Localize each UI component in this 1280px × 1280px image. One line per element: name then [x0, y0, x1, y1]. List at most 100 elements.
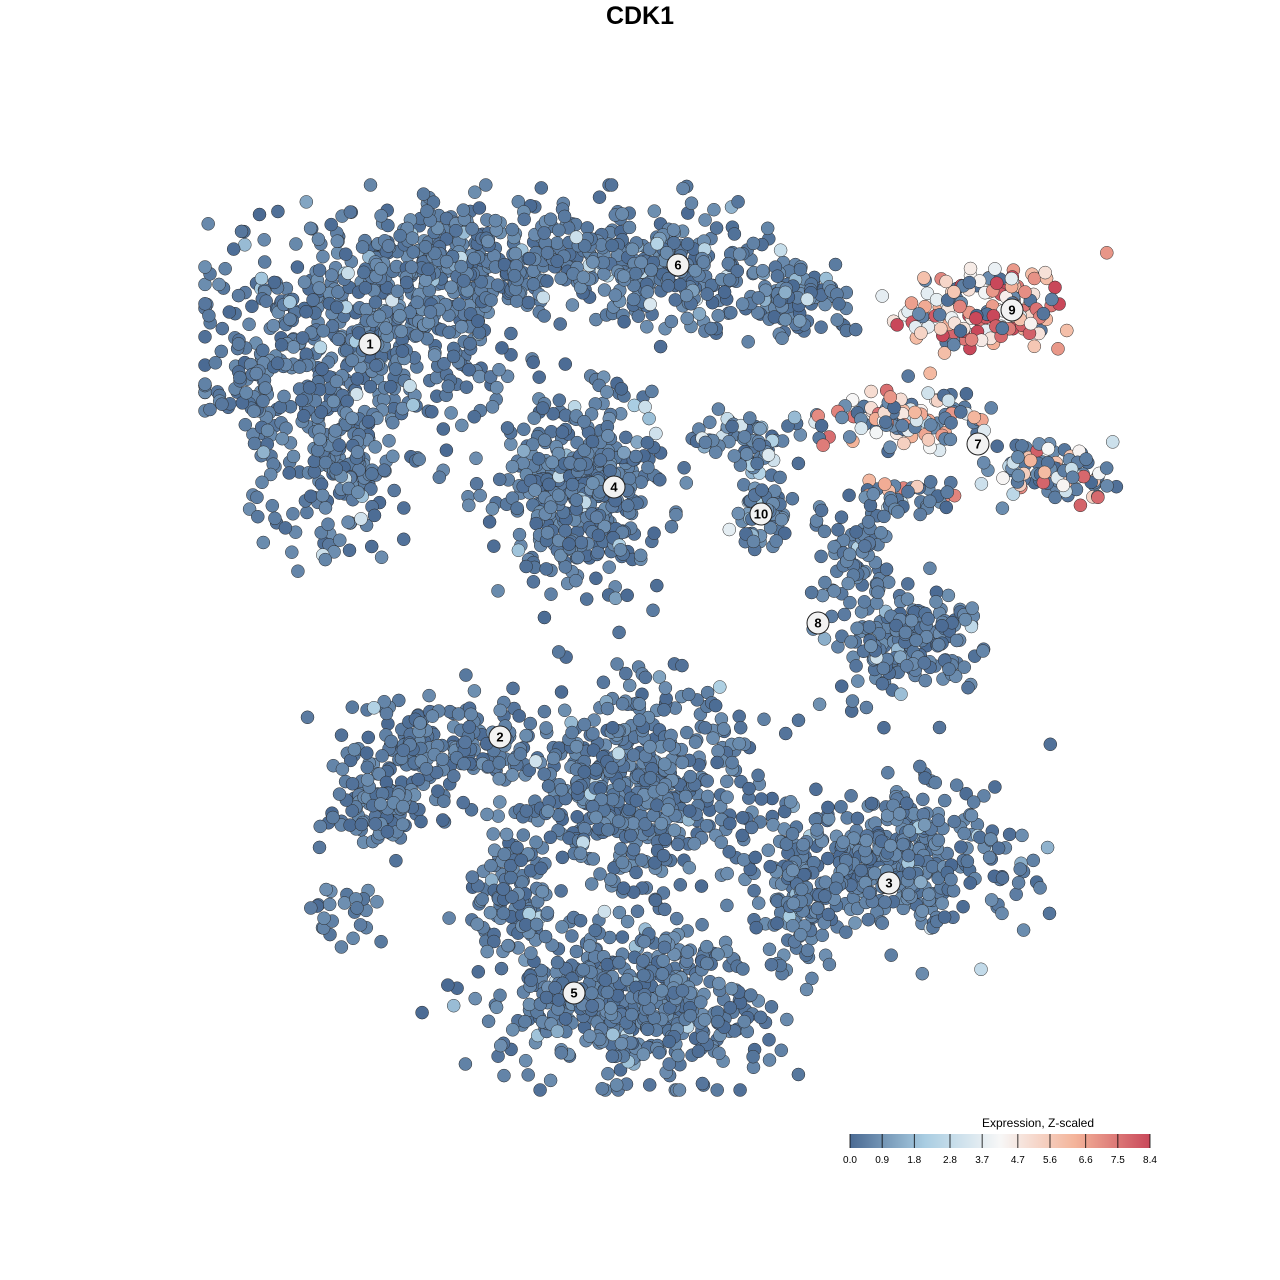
cell-point [490, 380, 504, 395]
cell-point [528, 483, 542, 497]
cell-point [495, 341, 509, 355]
cell-point [464, 707, 478, 722]
cell-point [428, 246, 442, 261]
cell-point [735, 297, 750, 311]
cell-point [615, 697, 630, 711]
cell-point [393, 309, 407, 323]
cell-point [652, 1045, 666, 1060]
cell-point [208, 356, 223, 370]
cell-point [961, 680, 975, 695]
cell-point [271, 204, 285, 219]
cell-point [472, 326, 487, 340]
cell-point [612, 778, 627, 792]
cell-point [733, 720, 748, 735]
cell-point [395, 344, 410, 358]
cell-point [908, 405, 922, 420]
cell-point [954, 405, 968, 419]
cell-point [331, 332, 346, 347]
cell-point [921, 386, 935, 400]
cell-point [761, 843, 776, 858]
cell-point [537, 704, 552, 719]
cell-point [699, 819, 714, 833]
cell-point [488, 213, 503, 228]
cell-point [821, 800, 835, 815]
cell-point [957, 826, 971, 841]
cell-point [569, 493, 584, 507]
cell-point [629, 865, 643, 880]
cell-point [640, 1022, 655, 1037]
cell-point [732, 709, 746, 724]
cell-point [637, 934, 651, 949]
cell-point [862, 886, 877, 900]
cell-point [592, 190, 607, 204]
cell-point [844, 789, 858, 803]
cell-point [941, 393, 956, 408]
cell-point [924, 418, 938, 432]
cell-point [292, 360, 307, 374]
cell-point [1015, 828, 1029, 843]
cell-point [744, 820, 759, 835]
cell-point [764, 957, 779, 972]
cell-point [791, 713, 806, 728]
cell-point [370, 895, 384, 909]
cell-point [291, 564, 305, 578]
cell-point [800, 292, 815, 307]
cell-point [396, 532, 411, 547]
cell-point [830, 313, 844, 327]
cell-point [473, 488, 487, 503]
cell-point [1100, 246, 1114, 260]
cell-point [664, 519, 679, 534]
cell-point [576, 962, 591, 977]
cell-point [914, 875, 928, 889]
cell-point [610, 657, 624, 671]
cell-point [636, 1047, 651, 1062]
cell-point [901, 485, 915, 499]
cell-point [312, 840, 327, 855]
cell-point [505, 222, 519, 237]
cell-point [509, 294, 524, 308]
cell-point [962, 275, 977, 290]
cell-point [468, 185, 482, 199]
cell-point [619, 430, 633, 445]
cell-point [633, 548, 648, 563]
cell-point [573, 457, 588, 472]
cell-point [330, 234, 345, 248]
cell-point [386, 415, 400, 430]
cluster-label-7: 7 [966, 432, 990, 456]
cell-point [732, 247, 747, 261]
cell-point [558, 524, 572, 538]
cell-point [720, 790, 734, 804]
cell-point [878, 477, 892, 491]
cell-point [923, 494, 937, 509]
cell-point [456, 203, 471, 217]
cell-point [361, 730, 376, 745]
cell-point [656, 954, 670, 968]
cell-point [1073, 498, 1088, 513]
cell-point [334, 728, 349, 742]
cell-point [345, 353, 359, 368]
cell-point [396, 817, 410, 832]
cell-point [597, 904, 612, 919]
cell-point [497, 1068, 511, 1083]
cell-point [203, 402, 217, 417]
cell-point [737, 853, 751, 867]
cell-point [353, 918, 368, 932]
cell-point [374, 934, 388, 949]
cell-point [316, 324, 330, 338]
cell-point [653, 473, 667, 487]
cell-point [666, 223, 681, 237]
cell-point [493, 1038, 508, 1053]
cell-point [358, 281, 373, 295]
cell-point [505, 459, 520, 474]
cell-point [339, 247, 353, 261]
cell-point [250, 490, 264, 505]
cell-point [212, 277, 226, 292]
cell-point [350, 445, 365, 459]
cell-point [707, 202, 721, 217]
cell-point [598, 973, 613, 987]
cell-point [573, 846, 588, 860]
cell-point [459, 380, 474, 394]
cell-point [318, 552, 333, 567]
cell-point [996, 471, 1010, 485]
